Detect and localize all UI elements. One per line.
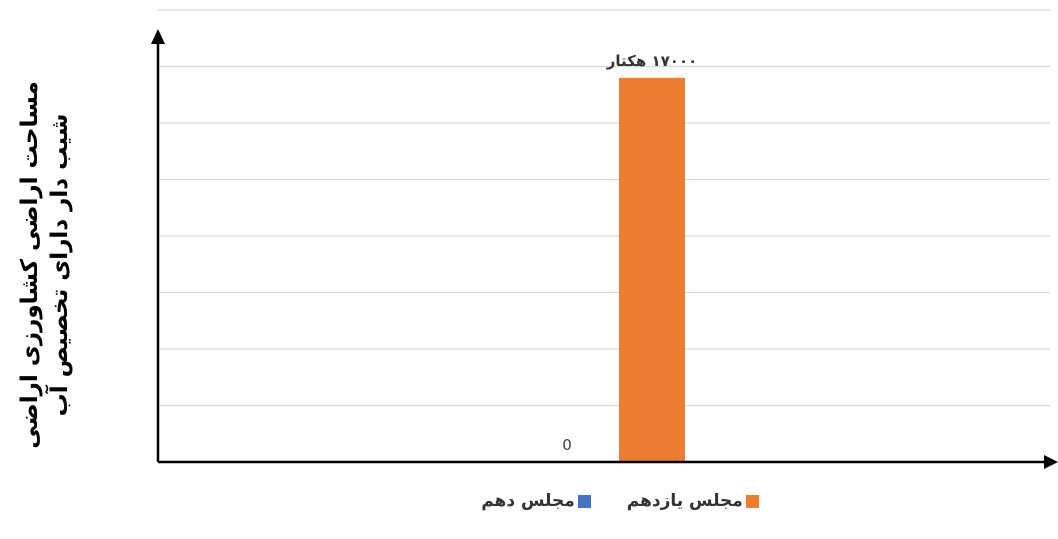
legend-item-series-2: مجلس یازدهم (627, 491, 759, 511)
bar-series-2 (619, 77, 685, 463)
data-label-series-2: ۱۷۰۰۰ هکتار (606, 52, 698, 70)
legend-swatch-series-2 (745, 494, 759, 508)
data-label-series-1: 0 (562, 436, 572, 454)
y-axis-arrow (151, 29, 165, 44)
x-axis-arrow (1044, 455, 1058, 469)
bars (619, 77, 685, 463)
legend-item-series-1: مجلس دهم (481, 491, 591, 511)
legend-label-series-1: مجلس دهم (481, 491, 575, 511)
gridlines (158, 9, 1050, 407)
y-axis-label-line-2: شیب دار دارای تخصیص آب (47, 113, 73, 417)
legend: مجلس یازدهم مجلس دهم (440, 486, 800, 516)
legend-label-series-2: مجلس یازدهم (626, 491, 743, 511)
y-axis-label: مساحت اراضی کشاورزی اراضی شیب دار دارای … (5, 45, 85, 485)
legend-swatch-series-1 (577, 494, 591, 508)
axes (151, 29, 1058, 469)
y-axis-label-line-1: مساحت اراضی کشاورزی اراضی (17, 81, 43, 449)
data-labels: 0 ۱۷۰۰۰ هکتار (562, 52, 697, 454)
